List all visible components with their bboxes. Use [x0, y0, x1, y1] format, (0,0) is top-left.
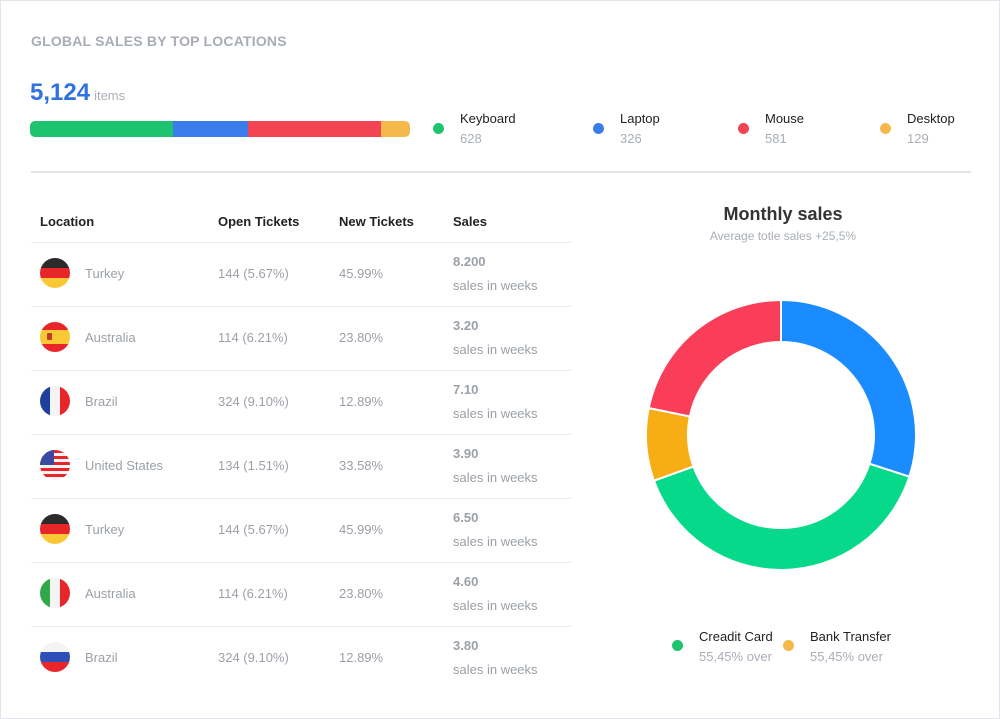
- spain-flag-icon: [40, 322, 70, 352]
- open-tickets: 324 (9.10%): [218, 394, 289, 409]
- monthly-sales-donut-chart: [645, 298, 917, 571]
- total-value: 5,124: [30, 79, 91, 106]
- sales-caption: sales in weeks: [453, 470, 538, 485]
- sales-caption: sales in weeks: [453, 406, 538, 421]
- usa-flag-icon: [40, 450, 70, 480]
- chart-title: Monthly sales: [723, 204, 843, 224]
- new-tickets: 12.89%: [339, 650, 384, 665]
- desktop-dot-icon: [880, 123, 891, 134]
- location-name: Brazil: [85, 394, 118, 409]
- donut-slice-2[interactable]: [645, 406, 695, 483]
- open-tickets: 134 (1.51%): [218, 458, 289, 473]
- total-unit: items: [94, 88, 126, 103]
- chart-legend-label: Bank Transfer: [810, 629, 891, 644]
- table-row[interactable]: Australia 114 (6.21%) 23.80% 3.20 sales …: [31, 306, 571, 370]
- column-header-sales[interactable]: Sales: [453, 214, 487, 229]
- row-divider: [31, 306, 571, 307]
- new-tickets: 23.80%: [339, 586, 384, 601]
- laptop-dot-icon: [593, 123, 604, 134]
- legend-value: 581: [765, 131, 787, 146]
- sales-value: 3.90: [453, 446, 479, 461]
- open-tickets: 144 (5.67%): [218, 266, 289, 281]
- row-divider: [31, 562, 571, 563]
- sales-caption: sales in weeks: [453, 662, 538, 677]
- row-divider: [31, 370, 571, 371]
- header-divider: [31, 242, 571, 243]
- new-tickets: 33.58%: [339, 458, 384, 473]
- chart-legend-value: 55,45% over: [810, 649, 883, 664]
- bar-segment-laptop: [173, 121, 248, 137]
- open-tickets: 114 (6.21%): [218, 330, 288, 345]
- italy-flag-icon: [40, 578, 70, 608]
- sales-value: 8.200: [453, 254, 486, 269]
- new-tickets: 45.99%: [339, 266, 384, 281]
- column-header-new-tickets[interactable]: New Tickets: [339, 214, 414, 229]
- location-name: Australia: [85, 330, 136, 345]
- total-items: 5,124 items: [30, 79, 125, 107]
- table-row[interactable]: Brazil 324 (9.10%) 12.89% 7.10 sales in …: [31, 370, 571, 434]
- open-tickets: 324 (9.10%): [218, 650, 289, 665]
- open-tickets: 144 (5.67%): [218, 522, 289, 537]
- row-divider: [31, 498, 571, 499]
- legend-label: Keyboard: [460, 111, 516, 126]
- column-header-location[interactable]: Location: [40, 214, 95, 229]
- card-title: GLOBAL SALES BY TOP LOCATIONS: [31, 33, 287, 49]
- location-name: United States: [85, 458, 164, 473]
- donut-slice-3[interactable]: [647, 298, 782, 418]
- location-name: Turkey: [85, 266, 125, 281]
- chart-legend-label: Creadit Card: [699, 629, 773, 644]
- table-row[interactable]: Australia 114 (6.21%) 23.80% 4.60 sales …: [31, 562, 571, 626]
- open-tickets: 114 (6.21%): [218, 586, 288, 601]
- row-divider: [31, 626, 571, 627]
- new-tickets: 23.80%: [339, 330, 384, 345]
- chart-legend-value: 55,45% over: [699, 649, 772, 664]
- row-divider: [31, 434, 571, 435]
- table-row[interactable]: Turkey 144 (5.67%) 45.99% 8.200 sales in…: [31, 242, 571, 306]
- location-name: Brazil: [85, 650, 118, 665]
- mouse-dot-icon: [738, 123, 749, 134]
- sales-caption: sales in weeks: [453, 598, 538, 613]
- sales-value: 6.50: [453, 510, 479, 525]
- section-divider: [31, 171, 971, 173]
- credit-card-dot-icon: [672, 640, 683, 651]
- donut-slice-1[interactable]: [652, 462, 911, 571]
- sales-caption: sales in weeks: [453, 534, 538, 549]
- sales-value: 4.60: [453, 574, 479, 589]
- sales-caption: sales in weeks: [453, 278, 538, 293]
- product-distribution-bar: [30, 121, 410, 137]
- bar-segment-desktop: [380, 121, 410, 137]
- france-flag-icon: [40, 386, 70, 416]
- bank-transfer-dot-icon: [783, 640, 794, 651]
- donut-slice-0[interactable]: [780, 298, 917, 478]
- new-tickets: 45.99%: [339, 522, 384, 537]
- sales-value: 7.10: [453, 382, 479, 397]
- location-name: Australia: [85, 586, 136, 601]
- legend-value: 326: [620, 131, 642, 146]
- germany-flag-icon: [40, 258, 70, 288]
- new-tickets: 12.89%: [339, 394, 384, 409]
- table-row[interactable]: United States 134 (1.51%) 33.58% 3.90 sa…: [31, 434, 571, 498]
- legend-value: 129: [907, 131, 929, 146]
- sales-value: 3.80: [453, 638, 479, 653]
- bar-segment-mouse: [247, 121, 381, 137]
- table-row[interactable]: Turkey 144 (5.67%) 45.99% 6.50 sales in …: [31, 498, 571, 562]
- legend-label: Mouse: [765, 111, 805, 126]
- table-row[interactable]: Brazil 324 (9.10%) 12.89% 3.80 sales in …: [31, 626, 571, 690]
- germany-flag-icon: [40, 514, 70, 544]
- legend-label: Laptop: [620, 111, 660, 126]
- chart-subtitle: Average totle sales +25,5%: [709, 229, 857, 243]
- sales-value: 3.20: [453, 318, 479, 333]
- legend-label: Desktop: [907, 111, 955, 126]
- location-name: Turkey: [85, 522, 125, 537]
- column-header-open-tickets[interactable]: Open Tickets: [218, 214, 300, 229]
- russia-flag-icon: [40, 642, 70, 672]
- legend-value: 628: [460, 131, 482, 146]
- bar-segment-keyboard: [30, 121, 174, 137]
- keyboard-dot-icon: [433, 123, 444, 134]
- sales-caption: sales in weeks: [453, 342, 538, 357]
